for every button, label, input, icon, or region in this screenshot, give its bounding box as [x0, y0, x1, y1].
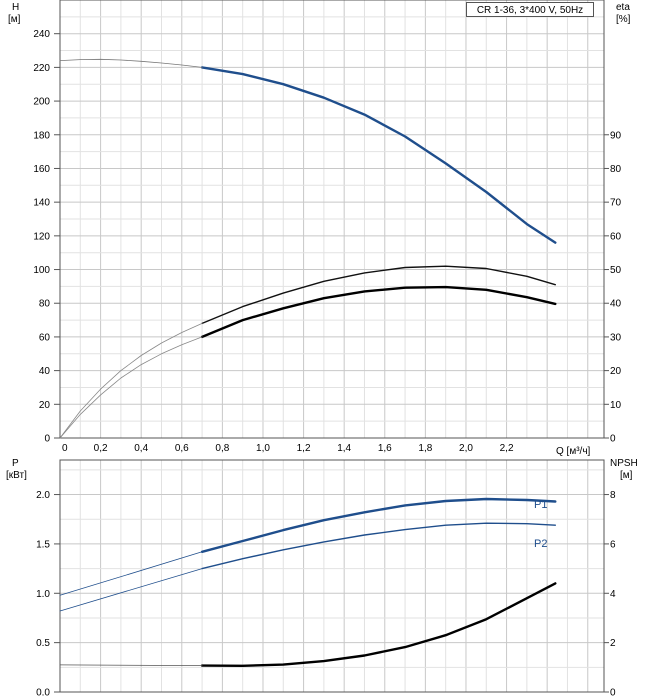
y-right-tick-label: 80	[610, 164, 622, 175]
x-tick-label: 2,0	[459, 443, 473, 454]
y-right-tick-label: 50	[610, 265, 622, 276]
x-tick-label: 1,2	[297, 443, 311, 454]
x-tick-label: 0,6	[175, 443, 189, 454]
y-right-tick-label: 4	[610, 589, 616, 600]
y-left-tick-label: 220	[33, 63, 50, 74]
x-tick-label: 1,8	[418, 443, 432, 454]
p-axis-unit: [кВт]	[6, 470, 27, 481]
legend-p1: P1	[534, 499, 547, 511]
h-axis-unit: [м]	[8, 14, 21, 25]
series-line-P2-extension	[59, 568, 203, 612]
y-left-tick-label: 200	[33, 97, 50, 108]
y-right-tick-label: 20	[610, 366, 622, 377]
bottom-series	[59, 497, 557, 667]
y-right-tick-label: 8	[610, 490, 616, 501]
y-left-tick-label: 100	[33, 265, 50, 276]
y-left-tick-label: 240	[33, 29, 50, 40]
y-left-tick-label: 160	[33, 164, 50, 175]
y-left-tick-label: 120	[33, 231, 50, 242]
series-line-head-extension	[59, 58, 203, 68]
npsh-axis-unit: [м]	[620, 470, 633, 481]
bottom-plot-frame	[59, 459, 605, 693]
series-line-P2	[201, 522, 556, 570]
x-tick-label: 2,2	[500, 443, 514, 454]
y-right-tick-label: 30	[610, 332, 622, 343]
y-left-tick-label: 80	[39, 299, 51, 310]
x-tick-label: 0,2	[94, 443, 108, 454]
series-line-npsh	[200, 582, 557, 667]
y-right-tick-label: 2	[610, 638, 616, 649]
y-left-tick-label: 1.0	[36, 589, 50, 600]
x-tick-label: 0	[62, 443, 68, 454]
y-right-tick-label: 70	[610, 198, 622, 209]
y-right-tick-label: 40	[610, 299, 622, 310]
series-line-P1-extension	[59, 551, 203, 596]
legend-p2: P2	[534, 538, 547, 550]
y-left-tick-label: 40	[39, 366, 51, 377]
top-series	[59, 58, 557, 439]
y-right-tick-label: 10	[610, 400, 622, 411]
top-tick-labels: 0 20 40 60 80 100 120 140 160 180 200 220 240 0 10 20 30…	[33, 29, 621, 454]
y-left-tick-label: 60	[39, 332, 51, 343]
y-left-tick-label: 0.5	[36, 638, 50, 649]
y-right-tick-label: 0	[610, 688, 616, 699]
y-right-tick-label: 6	[610, 539, 616, 550]
bottom-grid	[59, 460, 604, 693]
x-tick-label: 1,4	[337, 443, 351, 454]
power-npsh-panel: 0.0 0.5 1.0 1.5 2.0 0 2 4 6 8 P [кВт] NPSH [м] P1…	[6, 458, 638, 699]
top-grid	[59, 0, 604, 439]
y-left-tick-label: 2.0	[36, 490, 50, 501]
x-tick-label: 0,8	[215, 443, 229, 454]
top-plot-frame	[59, 0, 605, 439]
series-line-eta-upper	[201, 265, 556, 325]
x-tick-label: 1,6	[378, 443, 392, 454]
head-efficiency-panel: 0 20 40 60 80 100 120 140 160 180 200 220 240 0 10 20 30…	[8, 0, 631, 457]
y-left-tick-label: 20	[39, 400, 51, 411]
y-left-tick-label: 1.5	[36, 539, 50, 550]
y-left-tick-label: 180	[33, 130, 50, 141]
y-right-tick-label: 60	[610, 231, 622, 242]
eta-axis-unit: [%]	[616, 14, 631, 25]
eta-axis-label: eta	[616, 2, 630, 13]
series-line-head	[200, 66, 557, 244]
series-line-P1	[200, 497, 557, 553]
series-line-npsh-extension	[59, 664, 203, 666]
y-left-tick-label: 0	[44, 434, 50, 445]
h-axis-label: H	[12, 2, 19, 13]
model-label: CR 1-36, 3*400 V, 50Hz	[466, 2, 594, 17]
npsh-axis-label: NPSH	[610, 458, 638, 469]
series-line-eta-lower-extension	[59, 336, 203, 439]
y-right-tick-label: 90	[610, 130, 622, 141]
x-tick-label: 0,4	[134, 443, 148, 454]
p-axis-label: P	[12, 458, 19, 469]
y-left-tick-label: 140	[33, 198, 50, 209]
bottom-tick-labels: 0.0 0.5 1.0 1.5 2.0 0 2 4 6 8	[36, 490, 616, 698]
x-tick-label: 1,0	[256, 443, 270, 454]
series-line-eta-lower	[200, 285, 557, 339]
series-line-eta-upper-extension	[59, 323, 203, 439]
y-right-tick-label: 0	[610, 434, 616, 445]
y-left-tick-label: 0.0	[36, 688, 50, 699]
q-axis-label: Q [м³/ч]	[556, 446, 591, 457]
